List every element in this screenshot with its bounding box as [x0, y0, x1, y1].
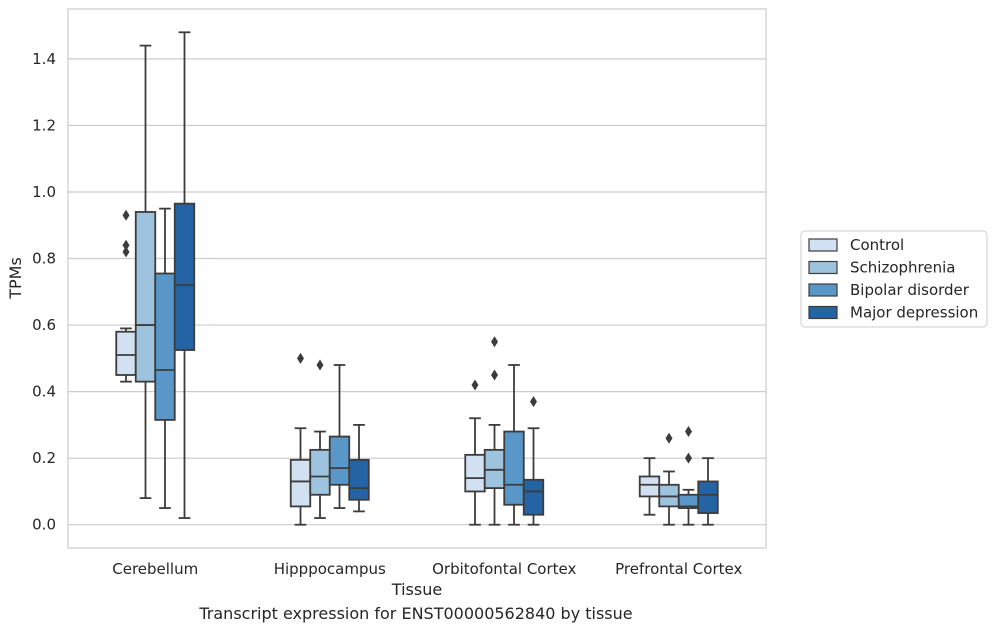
legend-label: Schizophrenia [850, 259, 955, 277]
y-tick-label: 0.8 [32, 250, 56, 268]
box-body [328, 435, 351, 486]
y-tick-label: 1.2 [32, 116, 56, 134]
box-body [115, 330, 137, 376]
box-body [522, 478, 545, 516]
outlier-point [122, 239, 130, 251]
outlier-point [665, 432, 673, 444]
box-body [464, 453, 486, 493]
box-0-1 [134, 44, 157, 499]
box-body [134, 211, 157, 383]
legend-label: Control [850, 236, 904, 254]
box-body [638, 475, 661, 498]
outlier-point [491, 336, 498, 348]
outlier-point [316, 359, 324, 371]
legend-swatch [808, 238, 838, 252]
box-1-3 [348, 423, 370, 513]
y-axis-label: TPMs [6, 257, 25, 300]
y-tick-label: 1.4 [32, 50, 56, 68]
y-tick-labels: 0.0 0.2 0.4 0.6 0.8 1.0 1.2 1.4 [32, 50, 56, 534]
y-tick-label: 1.0 [32, 183, 56, 201]
outlier-point [530, 396, 537, 408]
box-1-1 [309, 359, 331, 519]
box-body [697, 480, 719, 514]
legend-swatch [808, 283, 838, 297]
box-body [309, 448, 331, 496]
legend-label: Bipolar disorder [850, 281, 970, 299]
y-tick-label: 0.6 [32, 316, 56, 334]
figure-caption: Transcript expression for ENST0000056284… [199, 604, 633, 623]
outlier-point [297, 352, 304, 364]
outlier-point [122, 209, 130, 221]
outlier-point [491, 369, 498, 381]
legend: Control Schizophrenia Bipolar disorder Majo… [800, 230, 988, 328]
box-body [503, 430, 525, 506]
box-0-0 [115, 209, 137, 383]
box-2-0 [464, 379, 486, 526]
outlier-point [685, 452, 692, 464]
box-1-2 [328, 364, 351, 509]
y-tick-label: 0.2 [32, 449, 56, 467]
x-axis-label: Tissue [391, 580, 442, 599]
outlier-point [471, 379, 479, 391]
box-3-1 [658, 432, 680, 526]
legend-swatch [808, 260, 838, 275]
box-body [173, 202, 196, 351]
y-tick-label: 0.4 [32, 383, 56, 401]
box-body [348, 458, 370, 501]
outlier-point [122, 246, 130, 258]
box-body [289, 458, 312, 508]
box-2-3 [522, 396, 545, 526]
box-2-2 [503, 364, 525, 526]
legend-label: Major depression [850, 304, 978, 322]
y-tick-label: 0.0 [32, 516, 56, 534]
x-tick-label: Prefrontal Cortex [615, 560, 742, 578]
x-tick-label: Hipppocampus [274, 560, 386, 578]
x-tick-labels: Cerebellum Hipppocampus Orbitofontal Corte… [112, 560, 742, 578]
legend-frame [800, 230, 988, 328]
box-0-3 [173, 31, 196, 519]
x-tick-label: Orbitofontal Cortex [432, 560, 576, 578]
box-3-3 [697, 457, 719, 526]
outlier-point [685, 426, 692, 438]
x-tick-label: Cerebellum [112, 560, 198, 578]
legend-swatch [808, 305, 838, 320]
box-body [154, 272, 176, 421]
box-groups [115, 31, 719, 526]
